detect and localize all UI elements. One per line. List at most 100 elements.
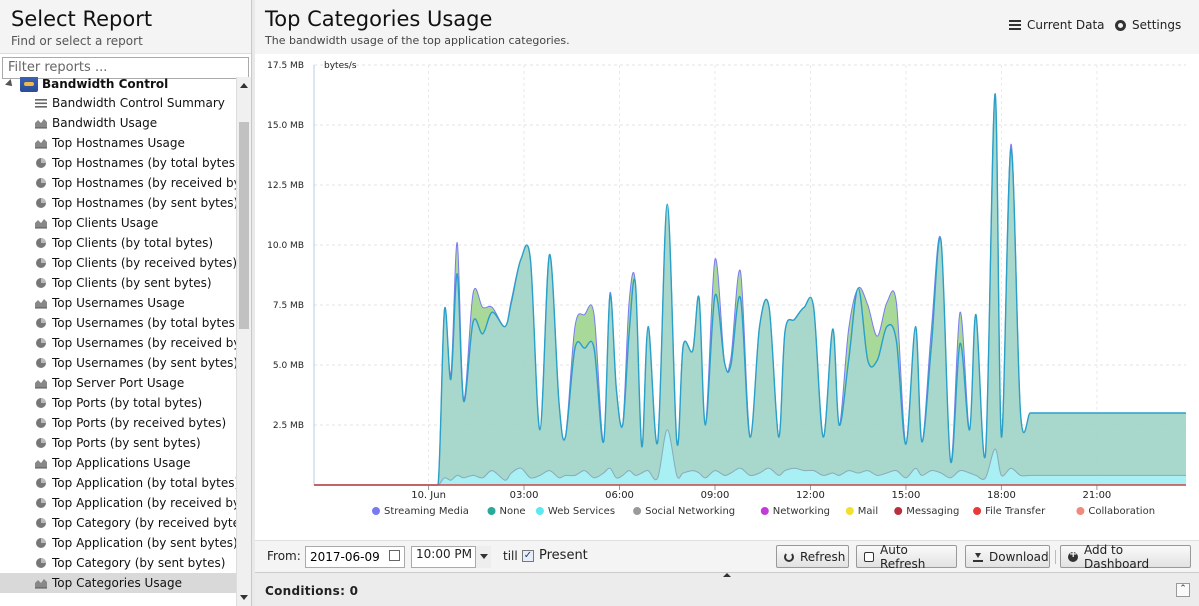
pie-chart-icon [36,478,46,488]
auto-refresh-label: Auto Refresh [880,542,926,571]
legend-item[interactable]: Social Networking [633,506,735,517]
present-checkbox[interactable]: ✓ [522,550,534,562]
report-main: Top Categories Usage The bandwidth usage… [255,0,1199,606]
area-chart-icon [35,299,47,309]
area-chart-icon [35,379,47,389]
report-item[interactable]: Top Clients (by sent bytes) [0,273,236,293]
pie-chart-icon [36,278,46,288]
tree-group-bandwidth-control[interactable]: Bandwidth Control [0,77,236,93]
report-item[interactable]: Top Usernames (by sent bytes) [0,353,236,373]
report-item[interactable]: Top Applications Usage [0,453,236,473]
report-item[interactable]: Top Application (by total bytes) [0,473,236,493]
x-tick-label: 09:00 [701,490,730,501]
expand-triangle-icon[interactable] [5,79,15,89]
legend-marker [633,507,642,515]
legend-label: Social Networking [645,506,735,517]
report-item-label: Top Application (by received bytes) [52,496,236,510]
scroll-down-icon[interactable] [240,595,248,600]
x-tick-label: 12:00 [796,490,825,501]
scroll-up-icon[interactable] [240,83,248,88]
gear-icon [1115,19,1126,31]
expand-conditions-button[interactable]: ⌃ [1176,583,1190,597]
legend-item[interactable]: Messaging [894,506,959,517]
pie-chart-icon [36,558,46,568]
checkbox-icon [864,551,874,562]
report-item[interactable]: Top Ports (by sent bytes) [0,433,236,453]
report-item[interactable]: Top Categories Usage [0,573,236,593]
current-data-button[interactable]: Current Data [1009,18,1105,32]
y-tick-label: 7.5 MB [273,301,304,311]
splitter-handle-icon[interactable] [723,573,731,578]
report-item-label: Top Category (by sent bytes) [52,556,226,570]
chevron-down-icon[interactable] [475,546,491,568]
area-chart-icon [35,219,47,229]
legend-item[interactable]: Collaboration [1076,506,1155,517]
report-item[interactable]: Top Server Port Usage [0,373,236,393]
area-chart-icon [35,459,47,469]
pie-chart-icon [36,358,46,368]
tree-items: Bandwidth Control Summary Bandwidth Usage… [0,93,236,593]
report-sidebar: Select Report Find or select a report Ba… [0,0,252,606]
report-item[interactable]: Top Hostnames Usage [0,133,236,153]
report-item[interactable]: Top Ports (by total bytes) [0,393,236,413]
refresh-button[interactable]: Refresh [776,545,849,568]
legend-item[interactable]: Streaming Media [372,506,469,517]
report-item-label: Top Clients (by total bytes) [52,236,214,250]
pie-chart-icon [36,338,46,348]
pie-chart-icon [36,398,46,408]
area-chart-icon [35,579,47,589]
download-button[interactable]: Download [965,545,1050,568]
from-date-input[interactable] [305,546,405,568]
x-tick-label: 18:00 [987,490,1016,501]
report-item[interactable]: Top Hostnames (by received byte... [0,173,236,193]
present-label: Present [539,548,588,563]
legend-label: File Transfer [985,506,1046,517]
report-item-label: Top Ports (by sent bytes) [52,436,201,450]
report-item[interactable]: Top Category (by sent bytes) [0,553,236,573]
area-chart-icon [35,139,47,149]
report-item[interactable]: Top Clients (by received bytes) [0,253,236,273]
x-tick-label: 03:00 [510,490,539,501]
report-item-label: Top Hostnames Usage [52,136,185,150]
sidebar-scrollbar[interactable] [236,77,251,606]
report-item-label: Top Hostnames (by received byte... [52,176,236,190]
y-tick-label: 10.0 MB [267,241,304,251]
report-item[interactable]: Top Clients (by total bytes) [0,233,236,253]
legend-item[interactable]: Networking [760,506,830,517]
report-item[interactable]: Top Usernames (by received bytes) [0,333,236,353]
report-item[interactable]: Top Usernames Usage [0,293,236,313]
legend-item[interactable]: None [487,506,526,517]
report-item[interactable]: Top Application (by sent bytes) [0,533,236,553]
legend-label: None [500,506,526,517]
report-item-label: Top Category (by received bytes) [52,516,236,530]
from-time-select[interactable]: 10:00 PM [411,546,491,568]
conditions-label[interactable]: Conditions: 0 [265,584,359,598]
download-icon [973,552,983,562]
add-to-dashboard-button[interactable]: Add to Dashboard [1060,543,1191,571]
report-item[interactable]: Top Category (by received bytes) [0,513,236,533]
legend-item[interactable]: Web Services [535,506,615,517]
report-item-label: Top Usernames Usage [52,296,185,310]
report-item[interactable]: Top Hostnames (by total bytes) [0,153,236,173]
scroll-thumb[interactable] [239,122,249,329]
report-item[interactable]: Top Ports (by received bytes) [0,413,236,433]
report-item[interactable]: Top Hostnames (by sent bytes) [0,193,236,213]
report-item-label: Top Usernames (by sent bytes) [52,356,236,370]
report-item[interactable]: Bandwidth Control Summary [0,93,236,113]
report-item[interactable]: Bandwidth Usage [0,113,236,133]
calendar-icon[interactable] [389,550,400,561]
legend-label: Messaging [906,506,959,517]
legend-item[interactable]: File Transfer [973,506,1046,517]
report-item[interactable]: Top Usernames (by total bytes) [0,313,236,333]
divider [1055,550,1056,564]
settings-button[interactable]: Settings [1115,18,1181,32]
report-item-label: Top Clients Usage [52,216,159,230]
legend-label: Collaboration [1088,506,1155,517]
legend-item[interactable]: Mail [845,506,878,517]
pie-chart-icon [36,438,46,448]
auto-refresh-button[interactable]: Auto Refresh [856,542,957,571]
report-item[interactable]: Top Clients Usage [0,213,236,233]
report-item[interactable]: Top Application (by received bytes) [0,493,236,513]
till-label: till [503,549,518,563]
filter-reports-input[interactable] [2,56,249,79]
